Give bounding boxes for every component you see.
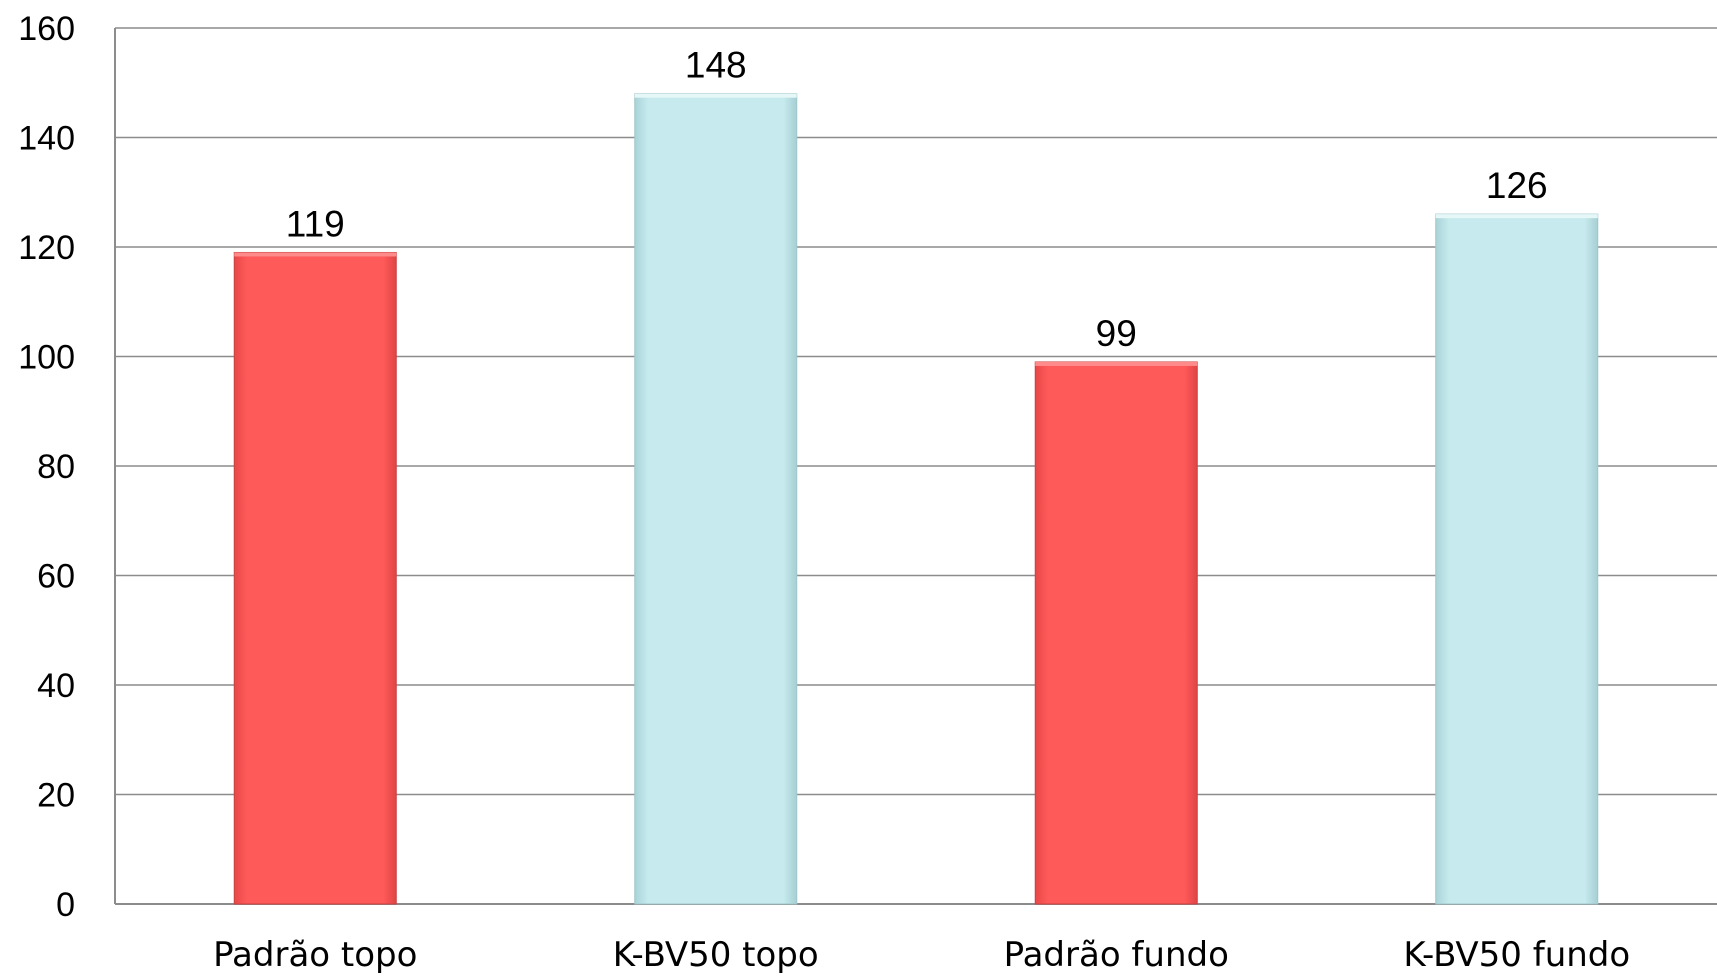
y-tick-label: 100	[18, 339, 75, 377]
y-tick-label: 140	[18, 120, 75, 158]
bar-top-bevel	[234, 252, 397, 257]
y-tick-label: 40	[37, 667, 75, 705]
data-labels: 119 148 99 126	[286, 45, 1548, 354]
y-tick-label: 120	[18, 229, 75, 267]
y-tick-label: 60	[37, 558, 75, 596]
data-label: 119	[286, 203, 345, 244]
y-tick-label: 20	[37, 777, 75, 815]
data-label: 148	[685, 45, 747, 86]
bar	[634, 93, 798, 905]
data-label: 126	[1486, 165, 1548, 206]
bar	[1435, 213, 1599, 905]
bar	[233, 251, 397, 905]
data-label: 99	[1096, 313, 1137, 354]
x-category-label: K-BV50 topo	[613, 935, 819, 975]
y-tick-label: 0	[56, 886, 75, 924]
bars	[233, 93, 1599, 905]
bar-top-bevel	[634, 93, 797, 98]
bar-top-bevel	[1035, 361, 1198, 366]
y-tick-label: 80	[37, 448, 75, 486]
bar	[1034, 361, 1198, 905]
bar-top-bevel	[1435, 214, 1598, 219]
x-category-label: Padrão fundo	[1004, 935, 1229, 975]
y-axis-tick-labels: 0 20 40 60 80 100 120 140 160	[18, 10, 75, 924]
y-tick-label: 160	[18, 10, 75, 48]
x-category-label: K-BV50 fundo	[1403, 935, 1630, 975]
x-category-label: Padrão topo	[213, 935, 417, 975]
x-axis-category-labels: Padrão topo K-BV50 topo Padrão fundo K-BV50…	[213, 935, 1630, 975]
